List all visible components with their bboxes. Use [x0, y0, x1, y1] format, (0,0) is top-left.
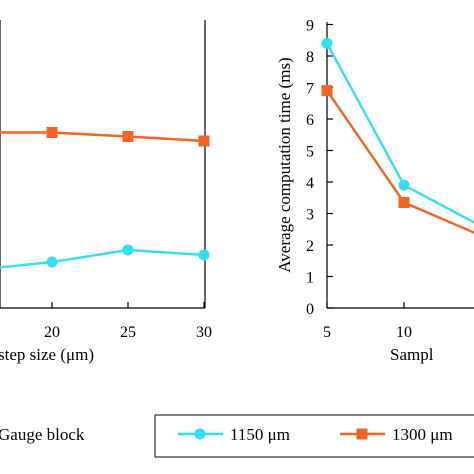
left-data-point [198, 249, 210, 261]
right-series-line [326, 89, 474, 234]
right-x-axis-label: Sampl [390, 345, 434, 364]
left-series-line [0, 131, 205, 143]
right-y-tick-label: 5 [306, 144, 314, 161]
left-data-point [122, 131, 134, 142]
legend-marker [356, 428, 368, 440]
right-y-tick-label: 2 [306, 238, 314, 255]
right-y-tick-label: 8 [306, 49, 314, 66]
legend-label: 1150 μm [230, 425, 290, 444]
legend: Gauge block 1150 μm 1300 μm [0, 414, 474, 458]
right-data-point [321, 37, 333, 49]
right-y-axis-label: Average computation time (ms) [275, 57, 294, 272]
right-y-tick-label: 9 [306, 18, 314, 35]
legend-label: 1300 μm [392, 425, 453, 444]
right-y-tick-label: 0 [306, 301, 314, 318]
left-data-point [198, 135, 210, 147]
right-y-tick-label: 3 [306, 207, 314, 224]
right-y-tick-label: 1 [306, 270, 314, 287]
right-data-point [321, 85, 333, 97]
right-data-point [398, 196, 410, 208]
left-chart: 20 25 30 step size (μm) [0, 20, 212, 364]
left-x-tick-label: 30 [196, 324, 212, 341]
right-y-ticks: 0 1 2 3 4 5 6 7 8 9 [306, 18, 333, 318]
left-data-point [46, 256, 58, 268]
left-data-point [122, 244, 134, 256]
left-x-ticks: 20 25 30 [44, 302, 212, 341]
legend-marker [194, 428, 206, 440]
right-chart: 0 1 2 3 4 5 6 7 8 9 5 10 Average computation time … [275, 18, 474, 364]
right-x-ticks: 5 10 [323, 302, 412, 341]
left-x-tick-label: 25 [120, 324, 136, 341]
right-series [321, 37, 474, 234]
left-series [0, 127, 210, 269]
left-data-point [46, 127, 58, 138]
right-x-tick-label: 10 [396, 324, 412, 341]
left-x-tick-label: 20 [44, 324, 60, 341]
right-y-tick-label: 7 [306, 81, 314, 98]
right-y-tick-label: 6 [306, 112, 314, 129]
legend-title: Gauge block [0, 425, 85, 444]
left-x-axis-label: step size (μm) [0, 345, 94, 364]
legend-box [154, 414, 474, 458]
left-series-line [0, 248, 205, 269]
right-data-point [398, 179, 410, 191]
legend-entries: 1150 μm 1300 μm [178, 425, 453, 444]
right-x-tick-label: 5 [323, 324, 331, 341]
right-y-tick-label: 4 [306, 175, 314, 192]
